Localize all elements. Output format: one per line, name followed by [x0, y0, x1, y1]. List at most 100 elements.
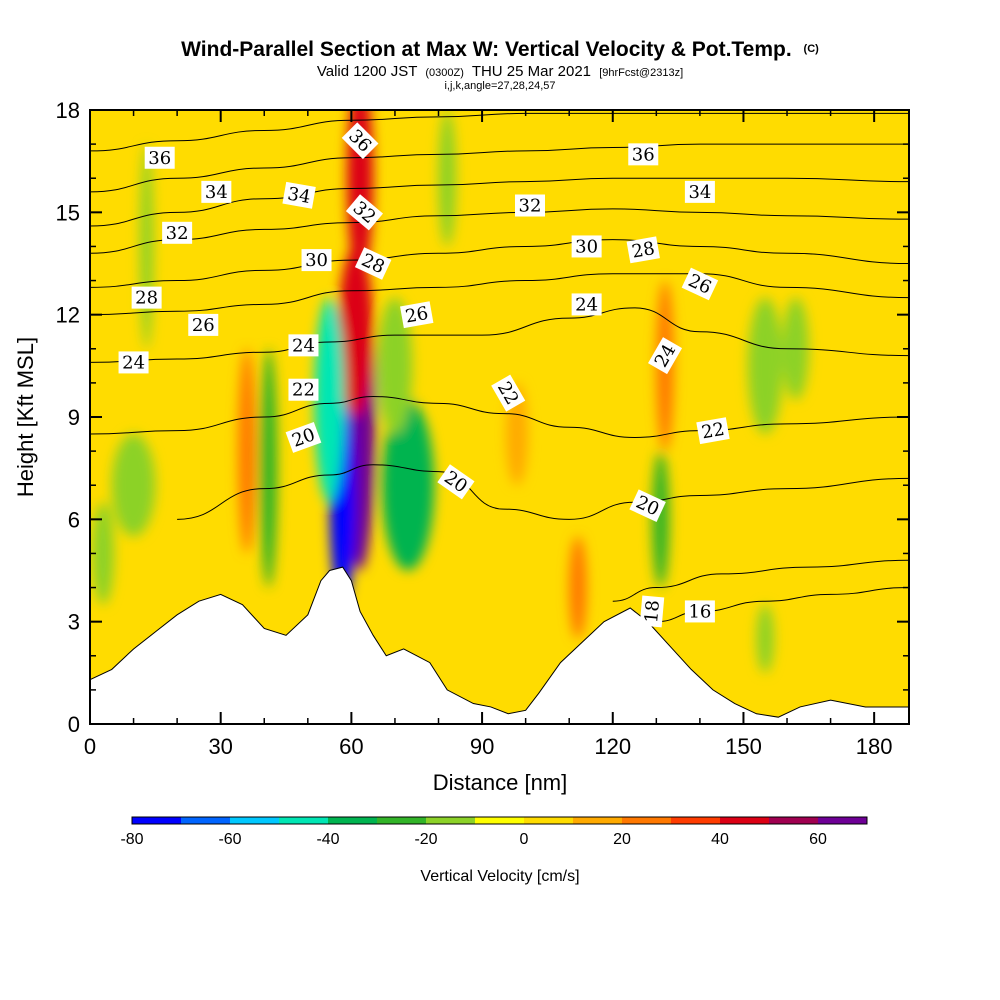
theta-contour-26 [90, 273, 909, 316]
colorbar-swatch [181, 817, 230, 824]
x-tick-label: 30 [208, 734, 232, 759]
contour-label-text: 24 [575, 294, 598, 315]
contour-label-box [571, 293, 602, 316]
contour-label-text: 28 [630, 238, 656, 263]
subtitle-utc: (0300Z) [425, 67, 464, 79]
colorbar-tick-label: -60 [218, 831, 241, 848]
chart-subtitle: Valid 1200 JST (0300Z) THU 25 Mar 2021 [… [317, 63, 683, 80]
contour-label-text: 22 [700, 419, 726, 444]
x-tick-label: 60 [339, 734, 363, 759]
contour-label-box [282, 181, 316, 209]
contour-label-text: 28 [135, 288, 158, 309]
contour-label-text: 34 [688, 182, 711, 203]
contour-label-text: 32 [519, 196, 542, 217]
colorbar-tick-label: 40 [711, 831, 729, 848]
contour-label: 34 [201, 180, 232, 203]
contour-label: 22 [288, 378, 319, 401]
colorbar-swatch [720, 817, 769, 824]
velocity-cell [651, 451, 670, 588]
contour-label-box [118, 351, 149, 374]
velocity-cell [259, 348, 278, 588]
colorbar-swatch [426, 817, 475, 824]
contour-label: 24 [288, 334, 319, 357]
contour-label: 36 [144, 146, 175, 169]
contour-label-box [684, 600, 715, 623]
colorbar-swatch [769, 817, 818, 824]
y-tick-label: 6 [68, 507, 80, 532]
theta-contour-labels: 3634322826243430242220363228262220323024… [118, 122, 730, 628]
contour-label-box [681, 267, 719, 301]
y-axis-title: Height [Kft MSL] [13, 337, 38, 497]
chart-title: Wind-Parallel Section at Max W: Vertical… [181, 38, 819, 61]
velocity-cell [381, 399, 435, 571]
velocity-cell [338, 246, 374, 417]
contour-label: 30 [301, 249, 332, 272]
colorbar-swatch [377, 817, 426, 824]
contour-label: 28 [131, 286, 162, 309]
velocity-cell [569, 536, 587, 639]
plot-area: 3634322826243430242220363228262220323024… [90, 110, 909, 724]
colorbar-swatch [573, 817, 622, 824]
colorbar-tick-label: 60 [809, 831, 827, 848]
colorbar-swatch [671, 817, 720, 824]
x-tick-label: 180 [856, 734, 893, 759]
x-tick-label: 150 [725, 734, 762, 759]
contour-label-box [628, 143, 659, 166]
velocity-cell [756, 604, 774, 673]
contour-label: 32 [514, 194, 545, 217]
colorbar-swatch [622, 817, 671, 824]
theta-contour-34 [90, 143, 909, 193]
contour-label: 30 [571, 235, 602, 258]
y-tick-label: 9 [68, 405, 80, 430]
contour-label-text: 34 [205, 182, 228, 203]
subtitle-params: i,j,k,angle=27,28,24,57 [444, 80, 555, 92]
colorbar-tick-label: -20 [414, 831, 437, 848]
colorbar-tick-label: 0 [520, 831, 529, 848]
colorbar-tick-label: -40 [316, 831, 339, 848]
y-tick-label: 12 [56, 303, 80, 328]
contour-label-text: 26 [192, 315, 215, 336]
contour-label-box [341, 122, 379, 160]
contour-label: 24 [118, 351, 149, 374]
contour-label-box [301, 249, 332, 272]
velocity-cell [140, 144, 154, 349]
theta-contour-22 [90, 396, 909, 438]
contour-label-box [288, 334, 319, 357]
x-tick-label: 0 [84, 734, 96, 759]
theta-contour-36 [90, 112, 909, 152]
y-tick-label: 18 [56, 98, 80, 123]
y-tick-label: 3 [68, 610, 80, 635]
velocity-cell [438, 110, 456, 247]
colorbar-swatch [328, 817, 377, 824]
contour-label-box [696, 417, 730, 445]
contour-label-box [201, 180, 232, 203]
chart-title-mark: (C) [804, 43, 820, 55]
contour-label-text: 30 [575, 236, 598, 257]
contour-label-box [285, 421, 322, 453]
contour-label-box [514, 194, 545, 217]
theta-contours [90, 112, 909, 623]
contour-label-text: 18 [641, 599, 664, 624]
contour-label-box [629, 489, 666, 522]
theta-contour-20 [177, 464, 909, 520]
colorbar-swatch [818, 817, 867, 824]
contour-label-box [648, 337, 683, 375]
colorbar-title: Vertical Velocity [cm/s] [420, 868, 579, 885]
velocity-cell [747, 297, 783, 435]
contour-label-box [288, 378, 319, 401]
contour-label-box [400, 301, 434, 329]
contour-label-text: 36 [632, 144, 655, 165]
contour-label: 18 [639, 595, 665, 628]
contour-label: 16 [684, 600, 715, 623]
velocity-cell [314, 297, 345, 503]
contour-label-text: 36 [148, 148, 171, 169]
contour-label: 26 [400, 301, 434, 329]
colorbar-swatch [475, 817, 524, 824]
colorbar-tick-label: 20 [613, 831, 631, 848]
velocity-cell [111, 434, 156, 537]
subtitle-forecast: [9hrFcst@2313z] [599, 67, 683, 79]
contour-label-text: 22 [292, 380, 315, 401]
theta-contour-30 [90, 208, 909, 254]
contour-label-box [437, 464, 475, 500]
